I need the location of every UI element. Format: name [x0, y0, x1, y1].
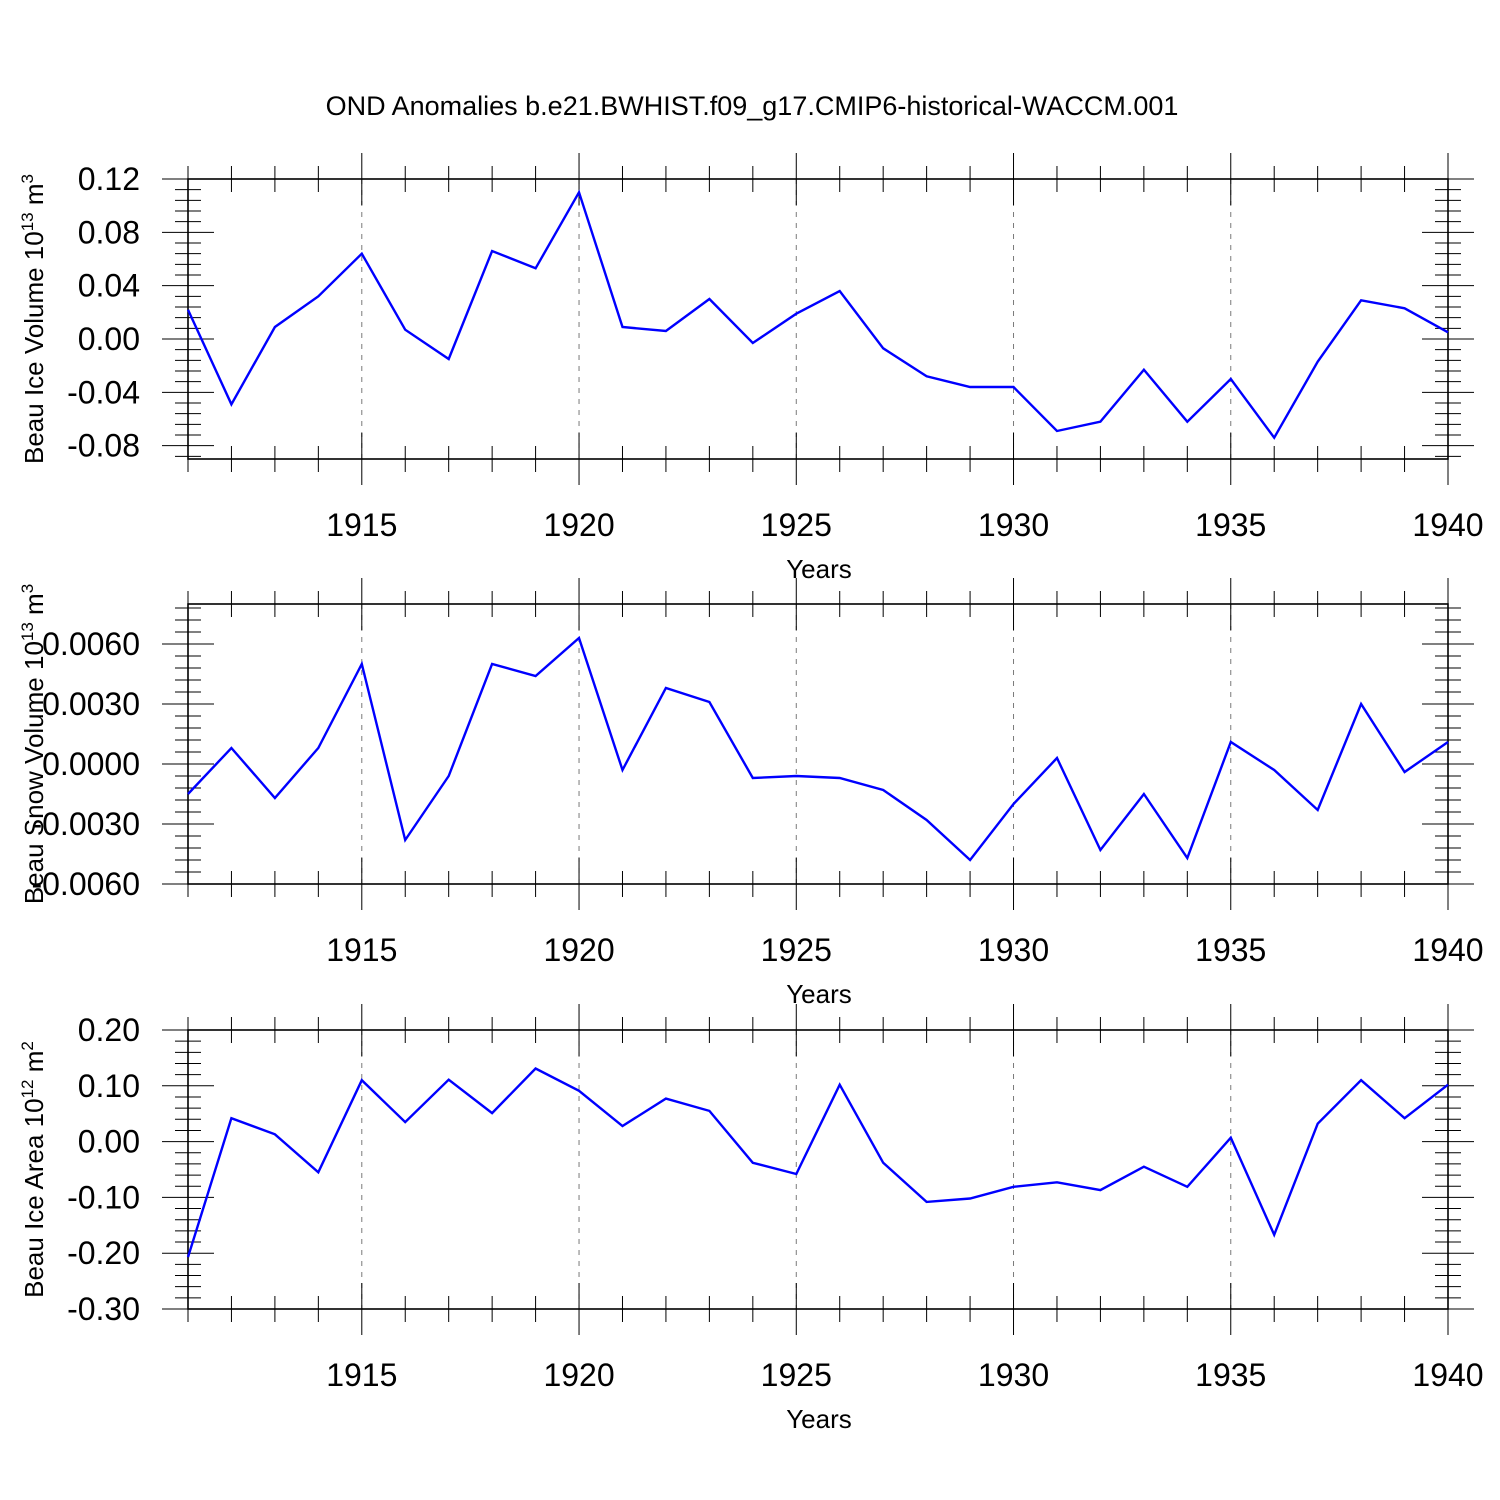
panel-3: 0.20 0.10 0.00 -0.10 -0.20 -0.30 1915 1920 1925 1… — [18, 1004, 1484, 1434]
panel-1: 0.12 0.08 0.04 0.00 -0.04 -0.08 1915 1920 1925 19… — [18, 153, 1484, 584]
x-axis-label: Years — [786, 1404, 852, 1434]
figure-title: OND Anomalies b.e21.BWHIST.f09_g17.CMIP6… — [326, 91, 1179, 121]
y-tick-label: -0.30 — [67, 1291, 140, 1327]
y-tick-label: -0.04 — [67, 374, 140, 410]
y-tick-label: -0.10 — [67, 1179, 140, 1215]
x-tick-label: 1930 — [978, 507, 1049, 543]
y-tick-label: 0.12 — [78, 161, 140, 197]
y-tick-label: 0.00 — [78, 321, 140, 357]
y-tick-label: -0.20 — [67, 1235, 140, 1271]
y-axis-label-unit-exponent: 2 — [18, 1041, 37, 1050]
y-tick-label: 0.0030 — [42, 686, 140, 722]
y-tick-label: 0.00 — [78, 1124, 140, 1160]
x-tick-label: 1940 — [1412, 1357, 1483, 1393]
x-tick-label: 1935 — [1195, 1357, 1266, 1393]
y-axis-label-exponent: 12 — [18, 1079, 37, 1098]
x-tick-label: 1935 — [1195, 507, 1266, 543]
x-axis-label: Years — [786, 554, 852, 584]
y-axis-label-unit-exponent: 3 — [18, 584, 37, 593]
x-tick-label: 1940 — [1412, 932, 1483, 968]
y-axis-label-unit: m — [19, 183, 49, 212]
y-tick-label: 0.04 — [78, 268, 140, 304]
y-tick-label: -0.08 — [67, 428, 140, 464]
x-tick-label: 1915 — [326, 932, 397, 968]
y-tick-label: 0.0060 — [42, 626, 140, 662]
x-tick-label: 1925 — [761, 932, 832, 968]
panels: 0.12 0.08 0.04 0.00 -0.04 -0.08 1915 1920 1925 19… — [18, 153, 1484, 1434]
x-axis-label: Years — [786, 979, 852, 1009]
y-tick-label: -0.0030 — [31, 806, 140, 842]
y-axis-label-text: Beau Ice Volume 10 — [19, 231, 49, 464]
x-tick-label: 1930 — [978, 1357, 1049, 1393]
y-tick-label: -0.0060 — [31, 866, 140, 902]
y-axis-label: Beau Snow Volume 1013 m3 — [18, 584, 49, 904]
plot-frame — [187, 178, 1449, 460]
x-tick-label: 1920 — [543, 1357, 614, 1393]
y-axis-label-unit: m — [19, 593, 49, 622]
y-axis-label-exponent: 13 — [18, 212, 37, 231]
y-tick-label: 0.08 — [78, 214, 140, 250]
y-axis-label-unit: m — [19, 1051, 49, 1080]
x-tick-label: 1935 — [1195, 932, 1266, 968]
x-tick-label: 1940 — [1412, 507, 1483, 543]
plot-frame — [187, 1029, 1449, 1310]
y-tick-label: 0.10 — [78, 1068, 140, 1104]
x-tick-label: 1920 — [543, 932, 614, 968]
x-tick-label: 1915 — [326, 1357, 397, 1393]
panel-2: 0.0060 0.0030 0.0000 -0.0030 -0.0060 1915 1920… — [18, 578, 1484, 1009]
y-axis-label-text: Beau Ice Area 10 — [19, 1098, 49, 1297]
x-tick-label: 1925 — [761, 1357, 832, 1393]
y-axis-label-unit-exponent: 3 — [18, 174, 37, 183]
y-axis-label-exponent: 13 — [18, 622, 37, 641]
x-tick-label: 1930 — [978, 932, 1049, 968]
x-tick-label: 1925 — [761, 507, 832, 543]
plot-frame — [187, 603, 1449, 885]
x-tick-label: 1920 — [543, 507, 614, 543]
y-axis-label-text: Beau Snow Volume 10 — [19, 641, 49, 904]
series-line — [186, 189, 1449, 440]
y-axis-label: Beau Ice Area 1012 m2 — [18, 1041, 49, 1298]
y-axis-label: Beau Ice Volume 1013 m3 — [18, 174, 49, 464]
series-line — [187, 635, 1449, 862]
series-line — [186, 1067, 1449, 1258]
y-tick-label: 0.0000 — [42, 746, 140, 782]
x-tick-label: 1915 — [326, 507, 397, 543]
y-tick-label: 0.20 — [78, 1012, 140, 1048]
